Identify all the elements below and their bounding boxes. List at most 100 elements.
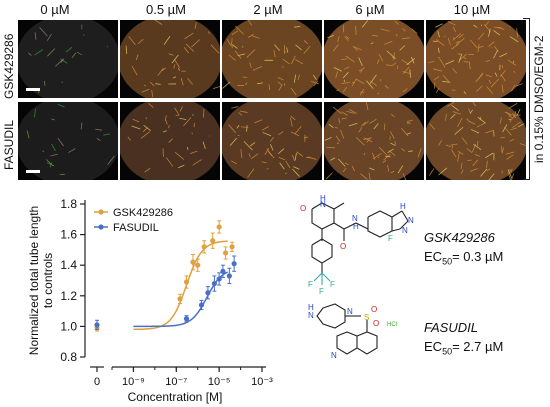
micrograph-image — [222, 20, 322, 98]
micrograph-tile — [222, 20, 322, 98]
data-point — [226, 273, 232, 279]
data-point — [190, 259, 196, 265]
x-tick-label: 0 — [94, 376, 100, 388]
data-point — [211, 280, 217, 287]
dose-response-chart: 0.8 1.0 1.2 1.4 1.6 1.8 0 10⁻⁹ 10⁻⁷ 10⁻⁵ 10⁻³ Conce… — [27, 197, 273, 404]
fit-curve — [133, 271, 229, 328]
micrograph-tile — [222, 102, 322, 180]
data-point — [183, 316, 190, 322]
y-tick-label: 1.2 — [60, 289, 77, 303]
data-point — [195, 262, 201, 268]
data-point — [210, 238, 216, 244]
concentration-label: 0.5 µM — [145, 2, 186, 17]
data-point — [229, 244, 235, 250]
compound-name-gsk: GSK429286 — [424, 230, 495, 245]
data-point — [94, 322, 100, 328]
ec50-prefix: EC — [424, 339, 443, 354]
micrograph-tile — [120, 102, 220, 180]
micrograph-tile — [18, 20, 118, 98]
y-tick-label: 1.8 — [60, 197, 77, 211]
fasudil-structure: N H N S O O HCl N — [308, 303, 397, 360]
atom-label: O — [371, 305, 377, 314]
y-tick-label: 1.0 — [60, 319, 77, 333]
atom-label: N — [320, 200, 326, 209]
ec50-value: = 2.7 µM — [452, 339, 504, 354]
data-point — [231, 261, 237, 267]
micrograph-tile — [426, 102, 526, 180]
y-tick-label: 1.4 — [60, 258, 77, 272]
atom-label: O — [300, 204, 306, 213]
compound-name-fasudil: FASUDIL — [424, 320, 478, 335]
atom-label: F — [308, 280, 313, 289]
micrograph-image — [120, 102, 220, 180]
atom-label: F — [330, 280, 335, 289]
ec50-fasudil: EC50= 2.7 µM — [424, 339, 503, 357]
chart-axes: 0.8 1.0 1.2 1.4 1.6 1.8 0 10⁻⁹ 10⁻⁷ 10⁻⁵ 10⁻³ Conce… — [27, 197, 273, 404]
concentration-label: 2 µM — [253, 2, 283, 17]
legend-label: GSK429286 — [113, 207, 173, 219]
row-label-fasudil: FASUDIL — [2, 120, 16, 171]
concentration-label: 6 µM — [355, 2, 385, 17]
row-label-gsk: GSK429286 — [2, 33, 16, 99]
micrograph-image — [324, 102, 424, 180]
atom-label: N — [331, 351, 337, 360]
atom-label: HCl — [387, 322, 397, 328]
ec50-gsk: EC50= 0.3 µM — [424, 249, 503, 267]
legend-marker — [98, 224, 104, 230]
data-point — [201, 244, 207, 250]
micrograph-image — [324, 20, 424, 98]
data-point — [216, 276, 222, 282]
micrograph-tile — [324, 20, 424, 98]
micrograph-image — [426, 20, 526, 98]
atom-label: H — [353, 222, 359, 231]
x-tick-label: 10⁻⁵ — [208, 376, 231, 388]
legend-marker — [98, 209, 104, 215]
y-tick-label: 1.6 — [60, 228, 77, 242]
atom-label: N — [308, 311, 314, 320]
gsk429286-structure: O H N O N H F H N N F F F — [300, 195, 414, 296]
atom-label: O — [373, 319, 379, 328]
concentration-label: 0 µM — [40, 2, 70, 17]
y-tick-label: 0.8 — [60, 350, 77, 364]
micrograph-image — [222, 102, 322, 180]
atom-label: S — [364, 313, 369, 322]
data-point — [205, 290, 211, 296]
x-tick-label: 10⁻⁹ — [122, 376, 145, 388]
scale-bar — [26, 88, 40, 91]
micrograph-image — [18, 102, 118, 180]
micrograph-tile — [324, 102, 424, 180]
ec50-subscript: 50 — [442, 256, 453, 267]
y-axis-label: Normalized total tube lengthto controls — [27, 206, 55, 355]
ec50-value: = 0.3 µM — [452, 249, 504, 264]
micrograph-image — [426, 102, 526, 180]
x-axis-label: Concentration [M] — [128, 390, 223, 404]
x-tick-label: 10⁻³ — [251, 376, 273, 388]
atom-label: H — [308, 303, 314, 312]
condition-label: in 0.15% DMSO/EGM-2 — [532, 35, 546, 163]
y-axis-label-line: Normalized total tube length — [27, 206, 41, 355]
condition-bracket — [523, 18, 530, 180]
data-point — [177, 296, 183, 302]
data-point — [216, 224, 222, 230]
ec50-subscript: 50 — [442, 346, 453, 357]
chart-legend: GSK429286 FASUDIL — [94, 207, 173, 234]
micrograph-tile — [426, 20, 526, 98]
micrograph-tile — [120, 20, 220, 98]
atom-label: H — [320, 195, 326, 203]
atom-label: N — [347, 307, 353, 316]
atom-label: N — [408, 216, 414, 225]
x-tick-label: 10⁻⁷ — [165, 376, 187, 388]
scale-bar — [26, 170, 40, 173]
atom-label: N — [402, 226, 408, 235]
ec50-prefix: EC — [424, 249, 443, 264]
chart-series — [94, 220, 237, 332]
data-point — [198, 302, 205, 308]
legend-label: FASUDIL — [113, 222, 159, 234]
atom-label: N — [352, 214, 358, 223]
micrograph-tile — [18, 102, 118, 180]
data-point — [183, 279, 190, 285]
micrograph-image — [120, 20, 220, 98]
atom-label: F — [388, 234, 393, 243]
atom-label: H — [400, 202, 406, 211]
concentration-label: 10 µM — [453, 2, 491, 17]
